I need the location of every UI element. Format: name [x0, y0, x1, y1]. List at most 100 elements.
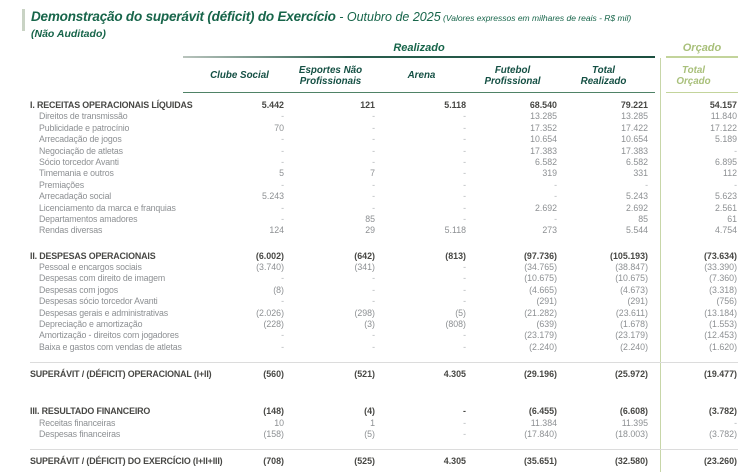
row-value: -	[372, 156, 375, 167]
title-accent-bar	[22, 9, 25, 31]
row-value: -	[372, 145, 375, 156]
row-value: (5)	[455, 307, 466, 318]
row-value: -	[372, 179, 375, 190]
table-row: SUPERÁVIT / (DÉFICIT) OPERACIONAL (I+II)…	[30, 362, 738, 382]
table-row: Departamentos amadores - 85 - - 85 61	[30, 214, 738, 225]
row-value: 5.623	[714, 191, 737, 202]
row-value: -	[372, 122, 375, 133]
row-value: 6.895	[714, 156, 737, 167]
table-row: Receitas financeiras 10 1 - 11.384 11.395 -	[30, 418, 738, 429]
row-label: Pessoal e encargos sociais	[39, 262, 142, 273]
row-value: -	[372, 202, 375, 213]
row-value: (38.847)	[615, 262, 648, 273]
row-value: (17.840)	[524, 428, 557, 439]
row-value: (6.455)	[528, 406, 557, 417]
row-value: -	[463, 145, 466, 156]
row-value: -	[463, 213, 466, 224]
row-value: -	[463, 179, 466, 190]
row-label: Arrecadação social	[39, 191, 112, 202]
row-value: (298)	[354, 307, 375, 318]
row-value: -	[281, 296, 284, 307]
row-value: (525)	[354, 456, 375, 467]
row-value: -	[372, 273, 375, 284]
column-header: Total Orçado	[649, 60, 738, 92]
table-row: Despesas com direito de imagem - - - (10.675…	[30, 273, 738, 284]
row-label: Despesas sócio torcedor Avanti	[39, 296, 158, 307]
table-row: Pessoal e encargos sociais (3.740) (341) - (…	[30, 262, 738, 273]
row-value: 121	[360, 100, 375, 110]
row-value: (10.675)	[615, 273, 648, 284]
row-value: -	[463, 284, 466, 295]
row-value: 6.582	[534, 156, 557, 167]
row-value: (148)	[263, 406, 284, 417]
column-separator	[660, 58, 661, 472]
row-value: (7.360)	[709, 273, 737, 284]
label-column-spacer	[30, 60, 194, 92]
row-value: -	[372, 330, 375, 341]
realizado-header-divider	[183, 92, 655, 93]
row-value: 85	[365, 213, 375, 224]
row-value: 70	[274, 122, 284, 133]
row-value: 5.243	[625, 191, 648, 202]
row-value: 17.122	[710, 122, 737, 133]
row-value: 11.840	[710, 111, 737, 122]
row-value: 11.384	[530, 417, 557, 428]
table-row: Depreciação e amortização (228) (3) (808) (6…	[30, 319, 738, 330]
orcado-group-label: Orçado	[682, 42, 722, 54]
column-header-line: Futebol	[494, 64, 531, 76]
row-label: SUPERÁVIT / (DÉFICIT) OPERACIONAL (I+II)	[30, 369, 212, 380]
row-value: (642)	[354, 250, 375, 261]
table-row: III. RESULTADO FINANCEIRO (148) (4) - (6.455…	[30, 406, 738, 417]
row-value: (813)	[445, 250, 466, 261]
row-label: I. RECEITAS OPERACIONAIS LÍQUIDAS	[30, 100, 193, 110]
row-value: -	[463, 122, 466, 133]
row-value: -	[281, 179, 284, 190]
row-value: -	[281, 145, 284, 156]
row-value: (13.184)	[704, 307, 737, 318]
statement-table: Clube Social Esportes Não Profissionais Are…	[30, 60, 738, 469]
row-value: -	[554, 213, 557, 224]
row-label: Premiações	[39, 179, 84, 190]
row-value: (97.736)	[523, 250, 557, 261]
row-value: (521)	[354, 369, 375, 380]
row-value: 10	[274, 417, 284, 428]
table-row: Despesas com jogos (8) - - (4.665) (4.673) (3.…	[30, 285, 738, 296]
row-label: Despesas com direito de imagem	[39, 273, 166, 284]
row-value: (29.196)	[523, 369, 557, 380]
row-value: 2.692	[534, 202, 557, 213]
row-value: -	[554, 179, 557, 190]
row-label: SUPERÁVIT / (DÉFICIT) DO EXERCÍCIO (I+II…	[30, 456, 223, 467]
row-label: Sócio torcedor Avanti	[39, 156, 119, 167]
row-value: 79.221	[620, 100, 648, 110]
row-value: (2.240)	[529, 341, 557, 352]
row-value: -	[463, 273, 466, 284]
row-value: (33.390)	[704, 262, 737, 273]
orcado-header-divider	[666, 92, 738, 93]
row-value: (1.678)	[620, 319, 648, 330]
row-value: 61	[727, 213, 737, 224]
title-note: (Valores expressos em milhares de reais …	[440, 13, 632, 23]
table-row: Arrecadação social 5.243 - - - 5.243 5.623	[30, 191, 738, 202]
row-value: (341)	[354, 262, 375, 273]
column-header: Arena	[376, 60, 467, 92]
row-value: -	[463, 330, 466, 341]
row-value: (25.972)	[614, 369, 648, 380]
row-value: -	[463, 406, 466, 417]
row-value: 68.540	[529, 100, 557, 110]
row-value: (3.782)	[708, 406, 737, 417]
row-label: Negociação de atletas	[39, 145, 123, 156]
row-value: (18.003)	[615, 428, 648, 439]
row-value: -	[281, 202, 284, 213]
column-header-line: Realizado	[580, 76, 627, 87]
row-value: (808)	[445, 319, 466, 330]
table-row: Licenciamento da marca e franquias - - - 2.6…	[30, 203, 738, 214]
row-value: -	[463, 191, 466, 202]
row-value: 17.383	[530, 145, 557, 156]
row-value: -	[463, 156, 466, 167]
row-label: II. DESPESAS OPERACIONAIS	[30, 250, 156, 261]
row-value: 5.118	[444, 100, 466, 110]
column-header-line: Profissional	[484, 76, 541, 87]
table-row: Rendas diversas 124 29 5.118 273 5.544 4.754	[30, 225, 738, 236]
row-value: (2.026)	[256, 307, 284, 318]
row-value: (756)	[716, 296, 737, 307]
